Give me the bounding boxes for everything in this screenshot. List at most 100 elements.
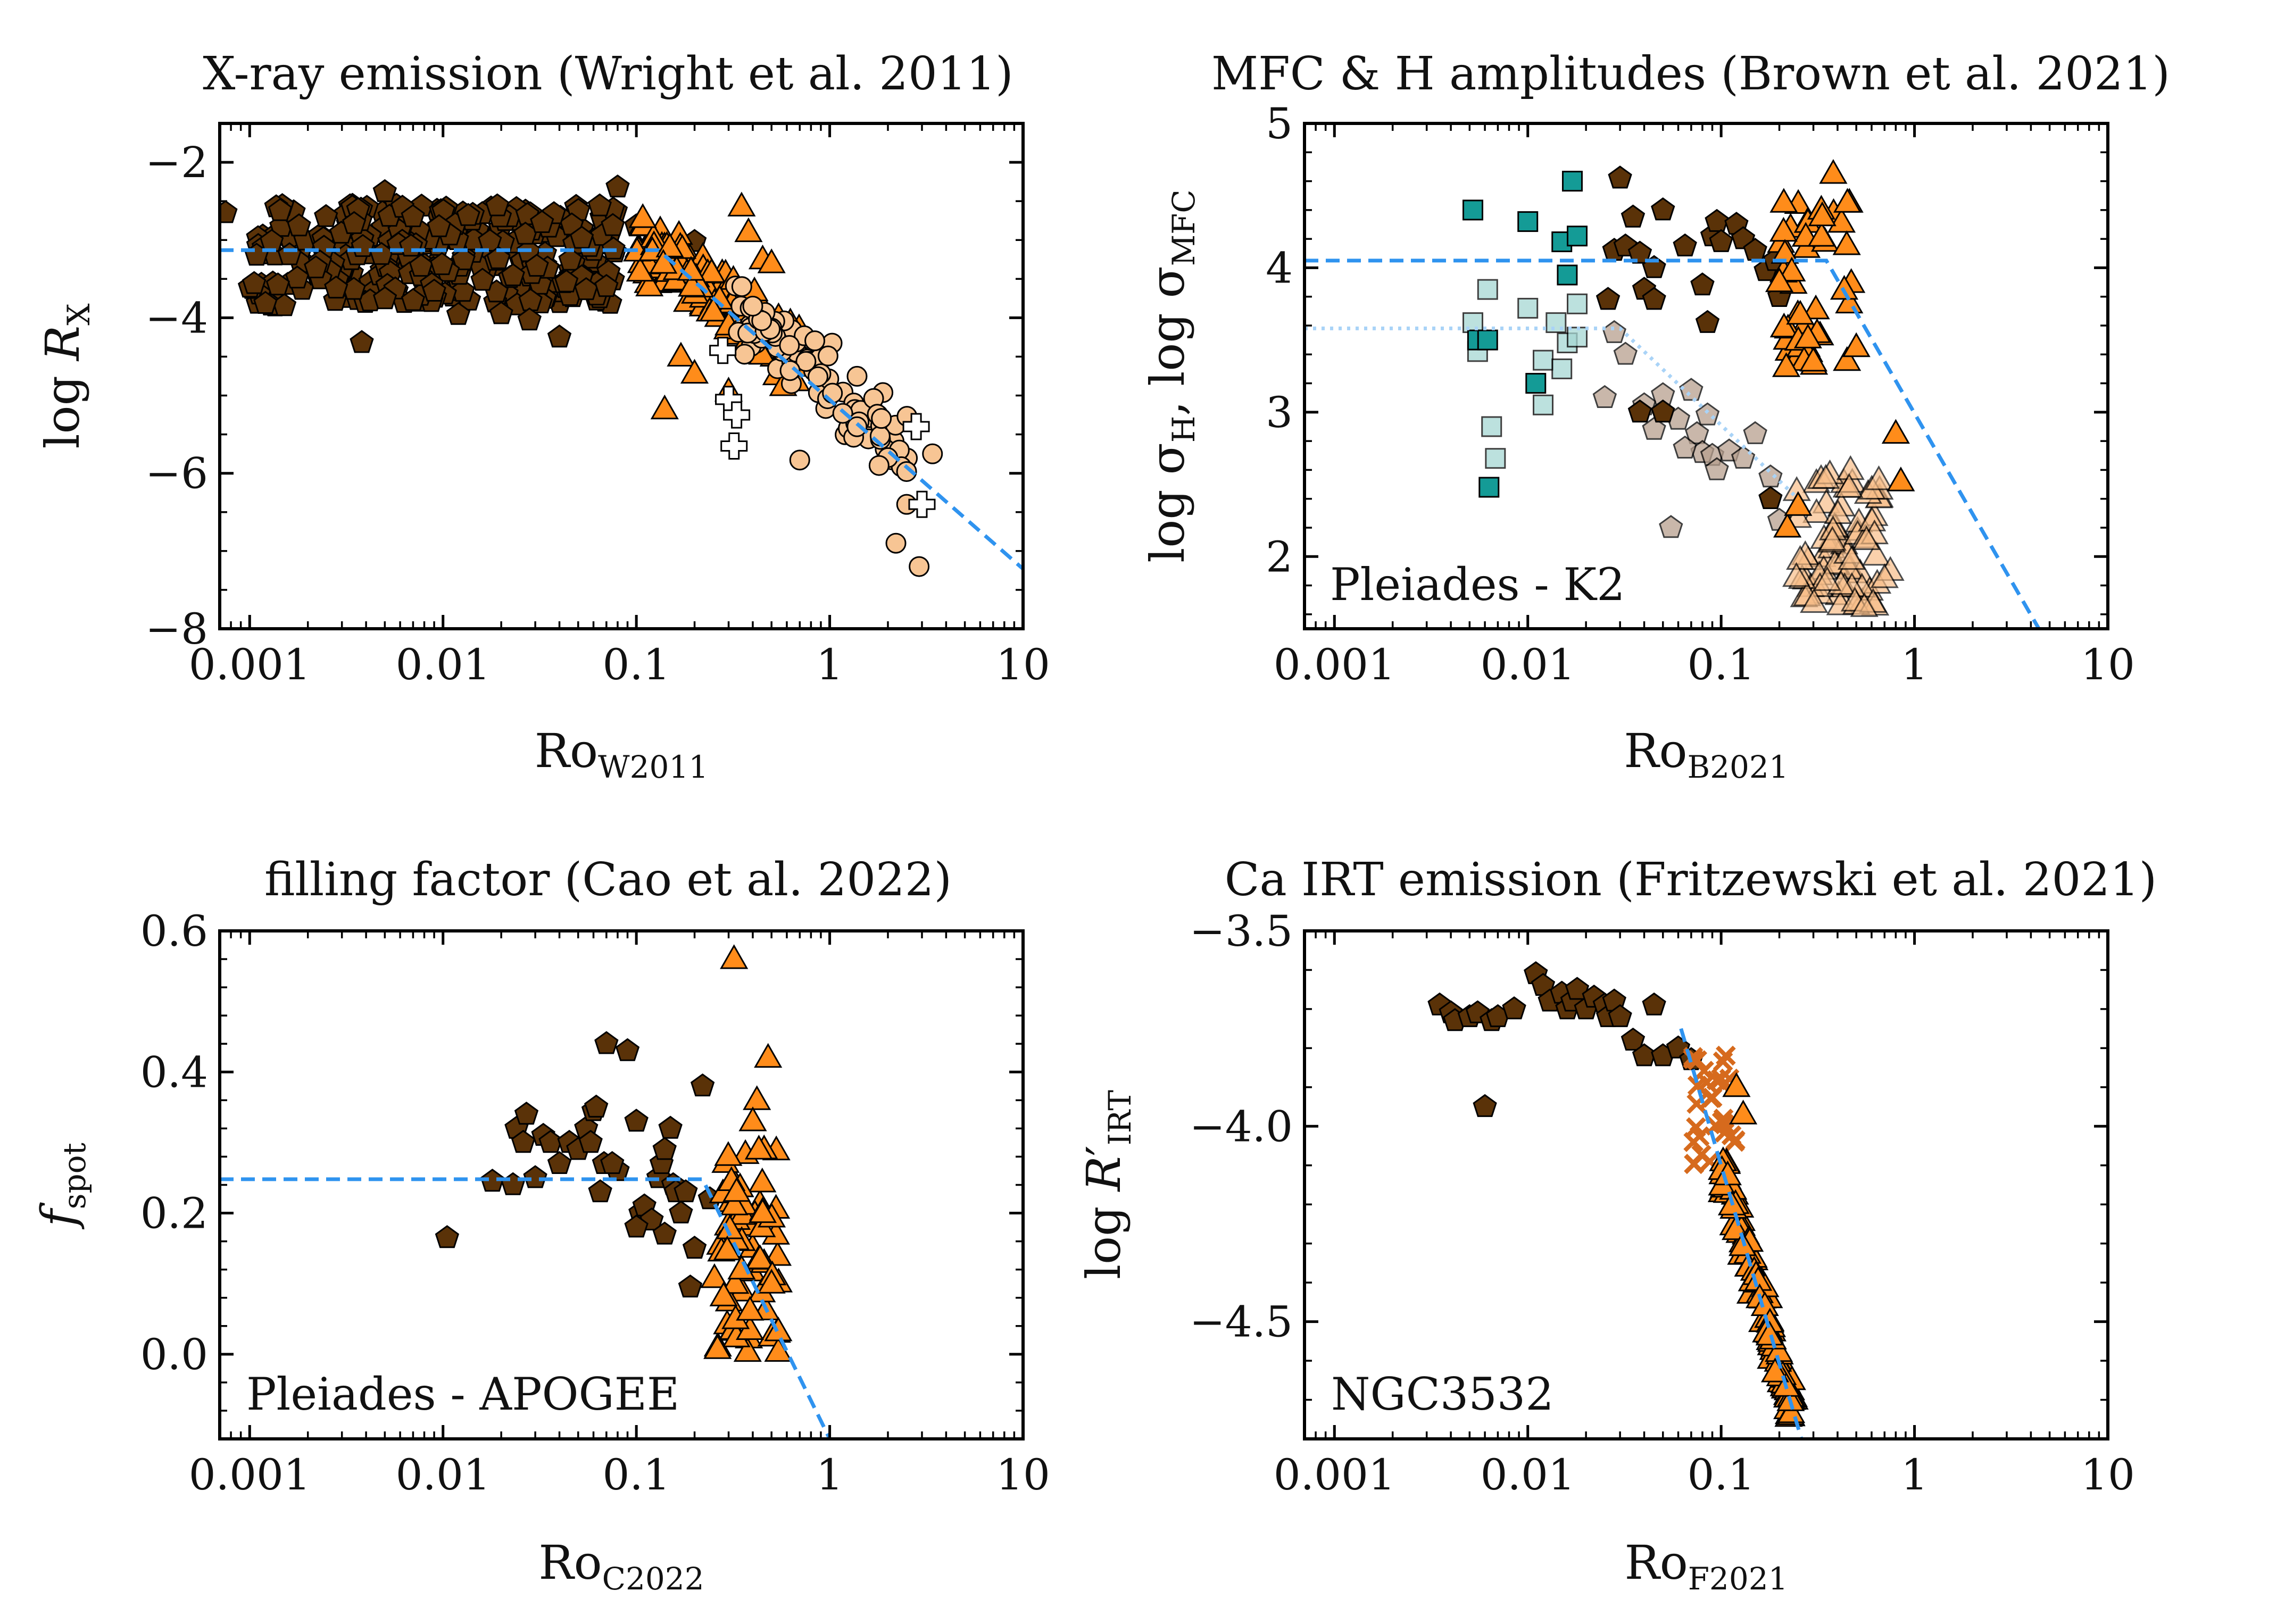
- series-h-triangles-light-extra: [1850, 556, 1905, 617]
- data-point: [1818, 526, 1847, 551]
- data-point: [480, 1169, 505, 1192]
- y-tick-label: −3.5: [1190, 906, 1293, 956]
- data-point: [615, 1038, 640, 1061]
- series-light-circles-extra: [742, 295, 943, 577]
- data-point: [1802, 498, 1831, 523]
- data-point: [1525, 373, 1547, 394]
- data-point: [1592, 385, 1617, 408]
- data-point: [501, 1172, 525, 1195]
- data-point: [470, 268, 495, 291]
- fit-line: [1679, 1028, 1804, 1439]
- data-point: [909, 556, 930, 577]
- data-point: [1769, 216, 1798, 242]
- data-point: [1819, 159, 1848, 184]
- data-point: [1799, 346, 1828, 372]
- panel-annotation: Pleiades - K2: [1330, 559, 1625, 611]
- data-point: [1827, 207, 1856, 233]
- data-point: [1502, 996, 1526, 1020]
- data-point: [626, 256, 654, 282]
- data-point: [601, 236, 626, 260]
- series-light-circles: [725, 276, 918, 482]
- data-point: [795, 351, 817, 372]
- data-point: [422, 278, 446, 302]
- data-point: [1700, 1088, 1721, 1109]
- axis-ticks: 0.001 0.01 0.1 1 10 0.0 0.2 0.4 0.6: [140, 906, 1050, 1500]
- data-point: [1659, 515, 1683, 538]
- plot-frame: [1303, 929, 2109, 1440]
- data-point: [1852, 525, 1881, 550]
- x-tick-label: 0.01: [1481, 640, 1575, 689]
- data-point: [743, 1085, 771, 1110]
- data-point: [1684, 1153, 1705, 1174]
- data-point: [674, 1179, 698, 1203]
- data-point: [779, 335, 800, 356]
- data-point: [744, 1135, 773, 1160]
- data-point: [587, 193, 612, 216]
- data-point: [427, 214, 451, 237]
- data-point: [720, 1190, 749, 1215]
- data-point: [846, 365, 868, 387]
- panel-title: MFC & H amplitudes (Brown et al. 2021): [1211, 47, 2170, 101]
- data-point: [680, 359, 709, 384]
- data-point: [1685, 421, 1709, 444]
- x-tick-label: 0.01: [396, 1450, 491, 1500]
- panel-ca-irt-emission: Ca IRT emission (Fritzewski et al. 2021)…: [1076, 853, 2157, 1597]
- data-point: [1627, 240, 1652, 264]
- y-tick-label: 0.0: [140, 1330, 208, 1379]
- data-point: [1835, 473, 1864, 498]
- data-point: [690, 1073, 715, 1097]
- x-tick-label: 10: [2081, 1450, 2135, 1500]
- x-tick-label: 1: [816, 640, 843, 689]
- panel-title: Ca IRT emission (Fritzewski et al. 2021): [1225, 853, 2157, 906]
- data-point: [628, 203, 657, 228]
- y-tick-label: 3: [1266, 388, 1293, 437]
- x-tick-label: 0.01: [1481, 1450, 1575, 1500]
- data-point: [485, 193, 510, 216]
- data-point: [1481, 416, 1502, 437]
- data-point: [478, 228, 502, 252]
- series-white-crosses: [709, 337, 936, 518]
- data-point: [435, 1225, 460, 1248]
- panel-title: X-ray emission (Wright et al. 2011): [203, 47, 1013, 101]
- data-point: [514, 1102, 539, 1125]
- data-point: [1835, 288, 1864, 314]
- data-point: [703, 1334, 732, 1359]
- series-k-pentagons: [1427, 961, 1704, 1117]
- data-point: [1683, 1132, 1704, 1152]
- data-point: [1813, 566, 1842, 591]
- x-axis-label: RoF2021: [1624, 1535, 1788, 1597]
- data-point: [1842, 332, 1871, 357]
- data-point: [547, 324, 572, 348]
- data-point: [1864, 465, 1893, 490]
- y-axis-label: log RX: [35, 303, 97, 449]
- series-k-pentagons: [435, 1031, 722, 1298]
- y-axis-label: log R′IRT: [1076, 1090, 1138, 1279]
- data-point: [757, 248, 786, 273]
- data-point: [746, 1244, 775, 1269]
- data-point: [1881, 419, 1910, 444]
- data-point: [451, 247, 476, 270]
- data-point: [287, 213, 311, 237]
- panel-filling-factor: filling factor (Cao et al. 2022) 0.001 0.…: [31, 853, 1050, 1597]
- data-point: [1771, 239, 1799, 264]
- data-point: [451, 279, 475, 302]
- panel-title: filling factor (Cao et al. 2022): [264, 853, 952, 906]
- data-point: [489, 301, 513, 324]
- data-point: [324, 275, 348, 299]
- data-point: [1608, 1004, 1632, 1027]
- series-mfc-teal: [1463, 171, 1588, 498]
- plot-frame: [218, 929, 1025, 1440]
- data-point: [1850, 592, 1879, 617]
- y-tick-label: −4.5: [1190, 1297, 1293, 1347]
- data-point: [731, 276, 752, 297]
- data-point: [511, 1130, 536, 1153]
- data-point: [700, 1263, 729, 1288]
- x-tick-label: 10: [996, 640, 1050, 689]
- data-point: [1517, 297, 1539, 319]
- data-point: [1769, 312, 1798, 338]
- data-point: [1485, 448, 1506, 469]
- data-point: [748, 1167, 777, 1193]
- data-point: [652, 1221, 677, 1245]
- data-point: [1743, 421, 1767, 444]
